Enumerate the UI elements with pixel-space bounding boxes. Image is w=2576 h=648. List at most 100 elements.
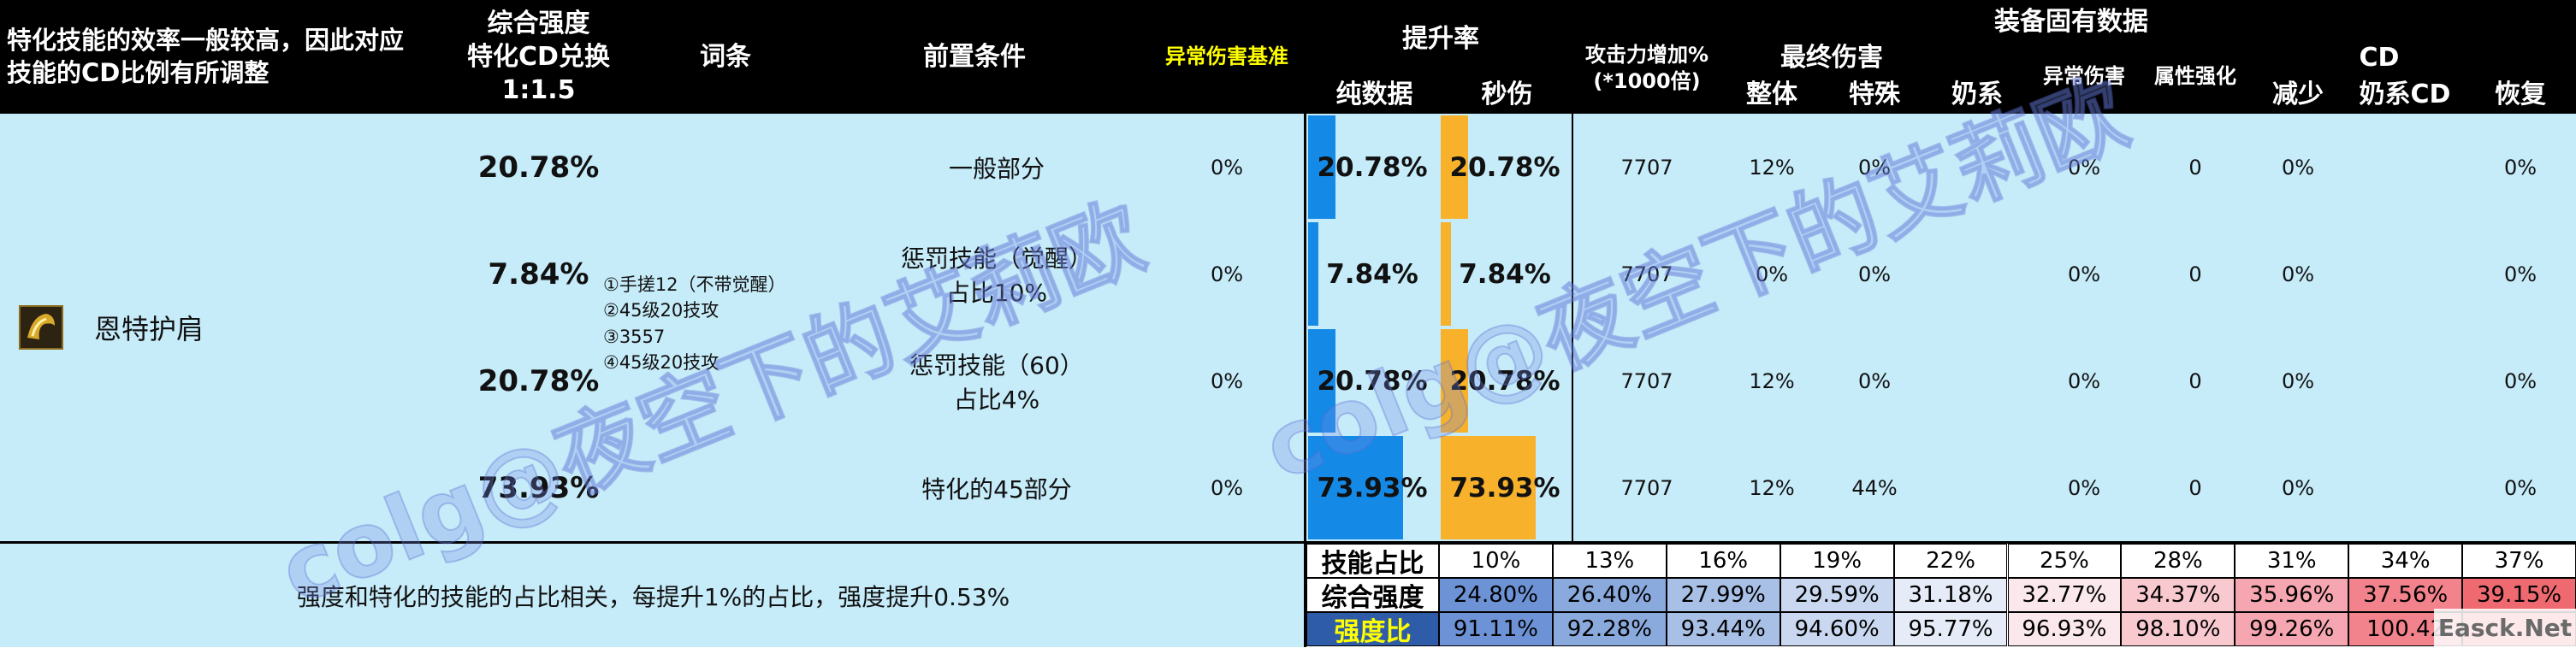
cell-atk: 7707 — [1620, 155, 1673, 180]
strength-cell: 26.40% — [1552, 578, 1667, 612]
strength-cell: 27.99% — [1666, 578, 1780, 612]
recover-header: 恢复 — [2465, 77, 2576, 111]
cell-abnormal: 0% — [1210, 155, 1244, 180]
abnormal-base-header: 异常伤害基准 — [1146, 0, 1308, 114]
table-row-label: 综合强度 — [1306, 578, 1439, 613]
cell-prereq: 惩罚技能（60） 占比4% — [909, 351, 1084, 414]
nai-header: 奶系 — [1926, 77, 2028, 111]
strength-cell: 37.56% — [2348, 578, 2463, 612]
cell-elem: 0 — [2188, 155, 2202, 180]
atk-header: 攻击力增加% (*1000倍) — [1573, 30, 1720, 107]
section-divider — [0, 541, 2576, 544]
ratio-value-cell: 94.60% — [1780, 612, 1894, 646]
cell-overall: 12% — [1749, 155, 1795, 180]
pure-bar-fill — [1308, 115, 1335, 219]
strength-cell: 31.18% — [1893, 578, 2008, 612]
dps-header: 秒伤 — [1441, 77, 1573, 111]
cell-atk: 7707 — [1620, 368, 1673, 393]
strength-cell: 39.15% — [2462, 578, 2576, 612]
final-dmg-header: 最终伤害 — [1720, 36, 1943, 79]
cell-overall: 12% — [1749, 368, 1795, 393]
pure-bar-value: 20.78% — [1317, 365, 1428, 397]
ratio-value-cell: 95.77% — [1893, 612, 2008, 646]
ratio-value-cell: 92.28% — [1552, 612, 1667, 646]
boost-header: 提升率 — [1308, 17, 1573, 60]
pure-bar-fill — [1308, 436, 1403, 539]
cell-abnormal: 0% — [1210, 262, 1244, 286]
cell-naicd — [2345, 327, 2465, 434]
ratio-cell: 34% — [2348, 544, 2463, 578]
cell-strength: 20.78% — [477, 363, 600, 398]
ratio-cell: 31% — [2235, 544, 2349, 578]
pure-bar-value: 7.84% — [1326, 258, 1418, 290]
pure-bar-fill — [1308, 222, 1318, 326]
cell-atk: 7707 — [1620, 262, 1673, 286]
table-row-label: 技能占比 — [1306, 544, 1439, 579]
dps-bar-fill — [1441, 436, 1536, 539]
elem-header: 属性强化 — [2140, 60, 2251, 94]
cell-elem: 0 — [2188, 475, 2202, 500]
cell-recover: 0% — [2503, 475, 2538, 500]
strength-cell: 29.59% — [1780, 578, 1894, 612]
note-text: 强度和特化的技能的占比相关，每提升1%的占比，强度提升0.53% — [296, 582, 1010, 611]
skill-name: 恩特护肩 — [94, 313, 204, 345]
affix-header: 词条 — [648, 0, 803, 114]
prereq-header: 前置条件 — [803, 0, 1146, 114]
cell-elem: 0 — [2188, 262, 2202, 286]
cell-abn: 0% — [2067, 155, 2101, 180]
strength-cell: 35.96% — [2235, 578, 2349, 612]
affix-list: ①手搓12（不带觉醒） ②45级20技攻 ③3557 ④45级20技攻 — [603, 274, 786, 374]
intro-header: 特化技能的效率一般较高，因此对应 技能的CD比例有所调整 — [0, 0, 429, 114]
equip-fixed-header: 装备固有数据 — [1720, 0, 2422, 43]
cell-elem: 0 — [2188, 368, 2202, 393]
cell-overall: 0% — [1755, 262, 1789, 286]
cell-prereq: 特化的45部分 — [921, 474, 1072, 504]
cell-reduce: 0% — [2281, 475, 2315, 500]
cell-recover: 0% — [2503, 262, 2538, 286]
cell-reduce: 0% — [2281, 368, 2315, 393]
dps-bar-value: 20.78% — [1449, 365, 1560, 397]
ratio-cell: 13% — [1552, 544, 1667, 578]
cell-strength: 73.93% — [477, 470, 600, 505]
cell-overall: 12% — [1749, 475, 1795, 500]
pure-data-bar: 7.84% — [1308, 222, 1436, 326]
reduce-header: 减少 — [2251, 77, 2345, 111]
cell-naicd — [2345, 114, 2465, 221]
ratio-cell: 16% — [1666, 544, 1780, 578]
ratio-cell: 10% — [1439, 544, 1553, 578]
strength-cell: 34.37% — [2121, 578, 2235, 612]
cell-nai — [1926, 434, 2028, 541]
abnormal-dmg-header: 异常伤害 — [2028, 60, 2140, 94]
ratio-cell: 28% — [2121, 544, 2235, 578]
pure-data-bar: 20.78% — [1308, 329, 1436, 433]
ratio-cell: 37% — [2462, 544, 2576, 578]
cell-atk: 7707 — [1620, 475, 1673, 500]
strength-cell: 24.80% — [1439, 578, 1553, 612]
cell-reduce: 0% — [2281, 262, 2315, 286]
dps-bar: 73.93% — [1441, 436, 1569, 539]
ratio-cell: 19% — [1780, 544, 1894, 578]
ratio-value-cell: 99.26% — [2235, 612, 2349, 646]
ratio-value-cell: 96.93% — [2007, 612, 2122, 646]
cell-naicd — [2345, 221, 2465, 327]
cell-special: 0% — [1857, 368, 1892, 393]
cell-strength: 7.84% — [488, 256, 589, 292]
cell-nai — [1926, 327, 2028, 434]
pure-bar-value: 20.78% — [1317, 151, 1428, 183]
overall-header: 整体 — [1720, 77, 1823, 111]
cell-prereq: 一般部分 — [948, 154, 1045, 183]
ratio-cell: 25% — [2007, 544, 2122, 578]
cell-special: 0% — [1857, 262, 1892, 286]
cell-special: 44% — [1851, 475, 1898, 500]
shoulder-armor-icon — [19, 305, 63, 350]
dps-bar: 7.84% — [1441, 222, 1569, 326]
pure-header: 纯数据 — [1308, 77, 1441, 111]
ratio-value-cell: 93.44% — [1666, 612, 1780, 646]
cell-abnormal: 0% — [1210, 368, 1244, 393]
cell-reduce: 0% — [2281, 155, 2315, 180]
special-header: 特殊 — [1823, 77, 1926, 111]
ratio-value-cell: 91.11% — [1439, 612, 1553, 646]
dps-bar-fill — [1441, 329, 1468, 433]
dps-bar: 20.78% — [1441, 115, 1569, 219]
cell-naicd — [2345, 434, 2465, 541]
